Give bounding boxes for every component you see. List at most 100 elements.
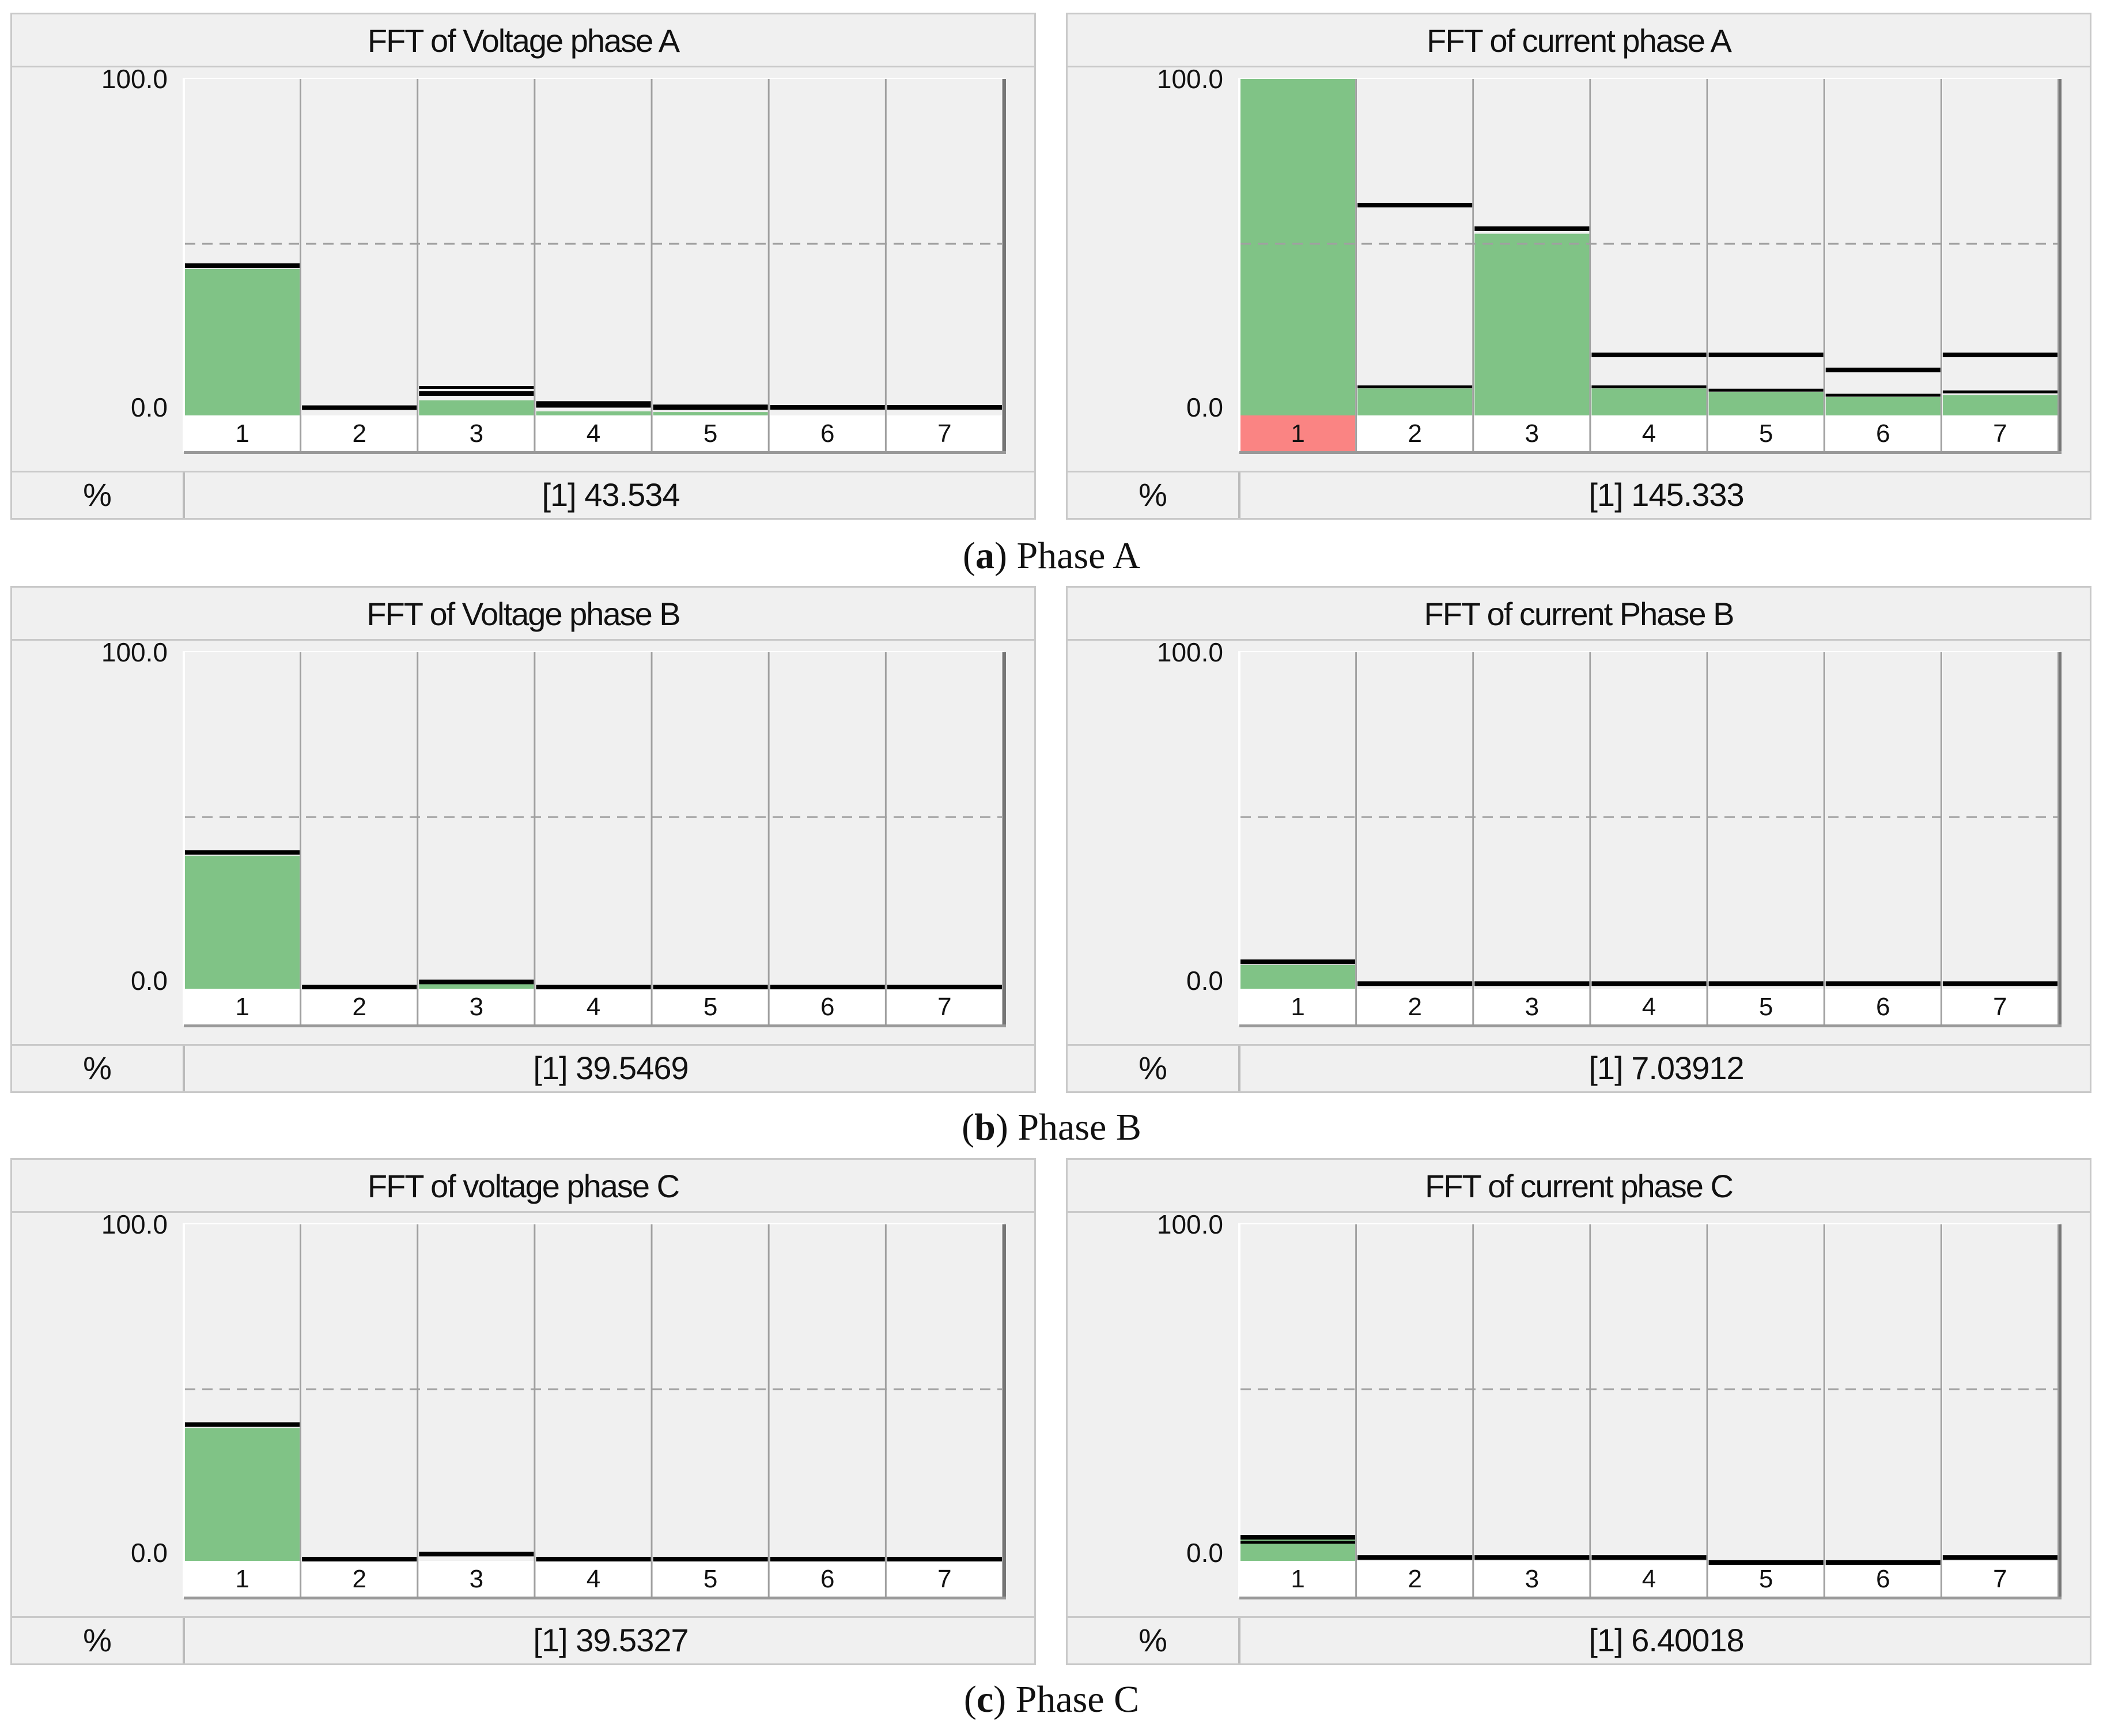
bin-label: 3 [1525, 993, 1539, 1021]
bin-label: 5 [703, 1565, 717, 1593]
bin-label: 1 [235, 993, 249, 1021]
bin-label: 1 [1291, 993, 1304, 1021]
harmonic-bar [419, 400, 534, 415]
limit-line [1825, 1560, 1941, 1565]
bin-label-box [887, 1561, 1002, 1597]
bin-cell [1825, 652, 1941, 989]
bin-separator [1706, 1224, 1708, 1597]
harmonic-bar [1942, 395, 2057, 415]
bin-label-box [1357, 415, 1473, 451]
limit-line [770, 985, 885, 990]
bin-label-box [1708, 989, 1824, 1024]
bin-separator [1940, 1224, 1942, 1597]
harmonic-bar [1591, 388, 1707, 415]
bin-separator [884, 652, 887, 1024]
bin-cell [1240, 1224, 1356, 1561]
bin-label: 2 [1408, 419, 1421, 448]
bin-label-box [1591, 415, 1707, 451]
harmonic-bar [1474, 233, 1590, 415]
bin-separator [1355, 1224, 1357, 1597]
limit-line [302, 985, 417, 990]
bin-label-box [419, 989, 534, 1024]
plot-edge-right [2059, 79, 2062, 452]
limit-line [1591, 385, 1707, 388]
bin-separator [1472, 652, 1474, 1024]
bin-cell [770, 79, 885, 415]
bin-separator [1589, 1224, 1591, 1597]
limit-line [1474, 981, 1590, 986]
bin-cell [1942, 79, 2057, 415]
bin-label: 7 [937, 993, 951, 1021]
limit-line [653, 404, 768, 408]
bin-cell [536, 79, 651, 415]
plot-edge-bottom [184, 451, 1006, 454]
bin-separator [1706, 652, 1708, 1024]
bin-label: 2 [352, 419, 366, 448]
fft-plot: 100.0 0.0 1 2 3 4 5 6 7 [12, 641, 1034, 1044]
plot-edge-bottom [184, 1024, 1006, 1027]
limit-line [1240, 1535, 1356, 1540]
overflow-marker [1240, 415, 1356, 451]
limit-line [1825, 394, 1941, 397]
bin-label: 2 [352, 993, 366, 1021]
limit-line [1825, 981, 1941, 986]
readout-value: [1] 7.03912 [1588, 1050, 1744, 1086]
panel-title: FFT of Voltage phase B [12, 588, 1034, 641]
fft-plot: 100.0 0.0 1 2 3 4 5 6 7 [12, 1213, 1034, 1616]
readout-bar: % [1] 145.333 [1068, 471, 2090, 518]
bin-label-box [1708, 415, 1824, 451]
caption-phase-c: (c) Phase C [963, 1678, 1140, 1720]
chart-svg: 100.0 0.0 1 2 3 4 5 6 7 [1157, 641, 2062, 1027]
bin-label-box [302, 989, 417, 1024]
bin-cell [1942, 1224, 2057, 1561]
plot-edge-right [1003, 652, 1006, 1026]
bin-label: 7 [1993, 1565, 2007, 1593]
bin-cell [302, 652, 417, 989]
panel-title: FFT of Voltage phase A [12, 14, 1034, 67]
bin-cell [536, 652, 651, 989]
bin-label: 5 [703, 993, 717, 1021]
limit-line [1474, 226, 1590, 231]
bin-separator [2057, 652, 2059, 1024]
bin-label-box [1825, 1561, 1941, 1597]
unit-label: % [12, 1046, 185, 1091]
plot-edge-right [1003, 79, 1006, 452]
limit-line [1708, 352, 1824, 357]
bin-label: 2 [1408, 993, 1421, 1021]
bin-cell [1708, 79, 1824, 415]
plot-edge-bottom [184, 1597, 1006, 1599]
limit-line [1942, 1555, 2057, 1560]
bin-label-box [1474, 415, 1590, 451]
chart-svg: 100.0 0.0 1 2 3 4 5 6 7 [101, 67, 1006, 454]
bin-separator [300, 1224, 302, 1597]
readout-value: [1] 39.5327 [533, 1622, 689, 1658]
bin-separator [1823, 652, 1825, 1024]
bin-label-box [1591, 989, 1707, 1024]
bin-label: 4 [1642, 1565, 1656, 1593]
bin-label-box [1825, 415, 1941, 451]
bin-separator [650, 1224, 653, 1597]
readout-bar: % [1] 39.5469 [12, 1044, 1034, 1091]
bin-label-box [1708, 1561, 1824, 1597]
fft-panel-voltage-b: FFT of Voltage phase B 100.0 0.0 1 2 3 4 5 6 7 %… [10, 586, 1036, 1093]
bin-cell [1591, 652, 1707, 989]
panel-title: FFT of current Phase B [1068, 588, 2090, 641]
fft-plot: 100.0 0.0 1 2 3 4 5 6 7 [12, 67, 1034, 471]
readout-bar: % [1] 7.03912 [1068, 1044, 2090, 1091]
bin-separator [1589, 652, 1591, 1024]
unit-label: % [1068, 1046, 1240, 1091]
plot-edge-bottom [1239, 451, 2062, 454]
bin-separator [2057, 1224, 2059, 1597]
bin-label: 3 [470, 1565, 483, 1593]
y-tick-label: 0.0 [1186, 966, 1223, 996]
bin-cell [1357, 652, 1473, 989]
limit-line [1942, 352, 2057, 357]
bin-separator [1940, 79, 1942, 451]
harmonic-bar [1240, 79, 1356, 415]
bin-cell [653, 1224, 768, 1561]
bin-label-box [1942, 415, 2057, 451]
bin-cell [1825, 1224, 1941, 1561]
bin-label: 7 [1993, 419, 2007, 448]
fft-plot: 100.0 0.0 1 2 3 4 5 6 7 [1068, 1213, 2090, 1616]
bin-label: 5 [703, 419, 717, 448]
